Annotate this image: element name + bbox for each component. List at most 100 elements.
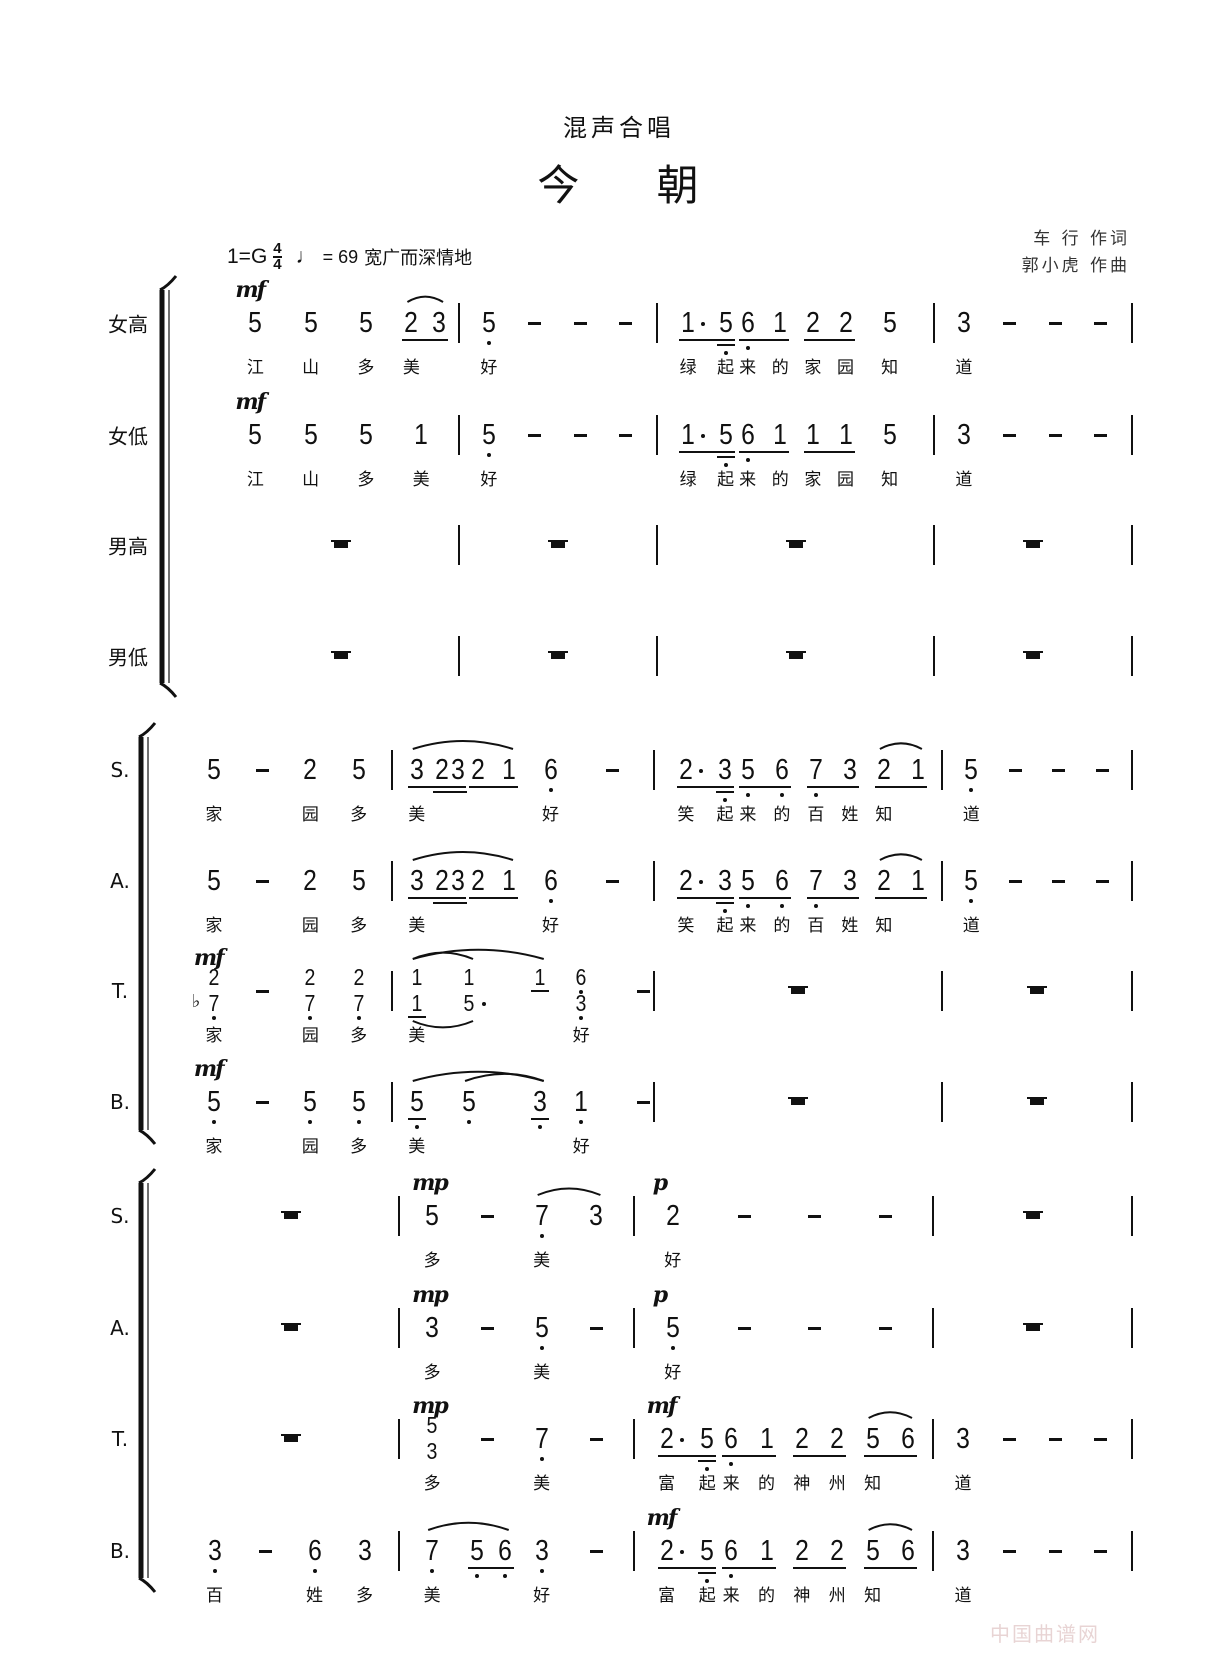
lyric-char: 道 [962, 916, 980, 936]
barline [656, 303, 658, 343]
whole-measure-rest [548, 540, 568, 548]
double-underline-beam [716, 456, 735, 458]
duration-dash [573, 322, 587, 325]
score-subtitle: 混声合唱 [563, 114, 675, 142]
lyric-char: 百 [807, 916, 825, 936]
slur [412, 740, 514, 750]
barline [458, 415, 460, 455]
note-digit: 6 [724, 1423, 738, 1455]
barline [941, 1082, 943, 1122]
note-digit: 6 [775, 754, 789, 786]
augmentation-dot [698, 880, 703, 884]
note-digit: 7 [534, 1423, 549, 1455]
note-digit: 5 [303, 307, 318, 339]
note-digit: 1 [911, 865, 925, 897]
underline-beam [738, 451, 790, 453]
note-digit: 7 [534, 1200, 549, 1232]
note-digit: 5 [409, 1086, 424, 1118]
barline [656, 415, 658, 455]
note-digit: 3 [718, 754, 732, 786]
lower-octave-dot [539, 1569, 544, 1573]
note-digit: 3 [409, 754, 424, 786]
barline [653, 750, 655, 790]
note-digit: 3 [589, 1200, 604, 1232]
note-digit: 2 [353, 964, 365, 990]
note-digit: 7 [208, 990, 220, 1016]
lower-octave-dot [705, 1467, 710, 1471]
barline [398, 1419, 400, 1459]
double-underline-beam [698, 1460, 717, 1462]
note-digit: 7 [304, 990, 316, 1016]
whole-measure-rest [1023, 651, 1043, 659]
note-digit: 5 [665, 1312, 680, 1344]
lyric-char: 道 [954, 1586, 972, 1606]
note-digit: 5 [700, 1423, 715, 1455]
slur-below [412, 1020, 474, 1029]
augmentation-dot [482, 1002, 487, 1006]
lyric-char: 园 [301, 805, 319, 825]
lower-octave-dot [813, 904, 818, 908]
note-digit: 5 [964, 865, 979, 897]
note-digit: 2 [678, 865, 693, 897]
dynamic-mark: mp [412, 1282, 449, 1308]
lower-octave-dot [729, 1574, 734, 1578]
meter-top: 4 [273, 240, 282, 258]
note-digit: 2 [665, 1200, 680, 1232]
lyric-char: 起 [716, 805, 734, 825]
lyric-char: 多 [357, 470, 375, 490]
underline-beam [874, 897, 927, 899]
note-digit: 2 [303, 865, 318, 897]
barline [653, 861, 655, 901]
note-digit: 5 [248, 307, 263, 339]
barline [932, 1419, 934, 1459]
note-digit: 3 [450, 865, 465, 897]
duration-dash [1002, 1438, 1016, 1441]
voice-label: B. [109, 1090, 131, 1114]
note-digit: 5 [865, 1423, 880, 1455]
note-digit: 7 [809, 865, 823, 897]
note-digit: 3 [432, 307, 446, 339]
duration-dash [1048, 1550, 1062, 1553]
duration-dash [256, 880, 270, 883]
lyric-char: 好 [480, 470, 498, 490]
lower-octave-dot [969, 899, 974, 903]
barline [1131, 636, 1133, 676]
barline [458, 303, 460, 343]
duration-dash [480, 1438, 494, 1441]
note-digit: 6 [901, 1535, 915, 1567]
lyric-char: 园 [837, 358, 855, 378]
lyric-char: 多 [350, 1137, 368, 1157]
note-digit: 1 [773, 419, 788, 451]
lower-octave-dot [312, 1569, 317, 1573]
duration-dash [606, 769, 620, 772]
lyric-char: 美 [533, 1251, 551, 1271]
lyric-char: 美 [533, 1363, 551, 1383]
lyric-char: 来 [739, 358, 757, 378]
bracket-top-hook [159, 275, 178, 292]
note-digit: 5 [534, 1312, 549, 1344]
duration-dash [1048, 322, 1062, 325]
lyric-char: 起 [698, 1474, 716, 1494]
note-digit: 2 [795, 1423, 809, 1455]
note-digit: 3 [956, 1423, 970, 1455]
lyric-char: 州 [828, 1474, 846, 1494]
duration-dash [590, 1327, 604, 1330]
duration-dash [636, 1101, 650, 1104]
duration-dash [619, 434, 633, 437]
dynamic-mark: mf [193, 1056, 225, 1082]
underline-beam [722, 1567, 776, 1569]
whole-measure-rest [548, 651, 568, 659]
barline [391, 1082, 393, 1122]
note-digit: 5 [741, 754, 755, 786]
note-digit: 5 [700, 1535, 715, 1567]
note-digit: 7 [809, 754, 823, 786]
duration-dash [480, 1327, 494, 1330]
lyric-char: 神 [793, 1474, 811, 1494]
lyric-char: 好 [572, 1026, 590, 1046]
barline [1131, 1196, 1133, 1236]
note-digit: 1 [759, 1423, 774, 1455]
lyric-char: 家 [205, 1026, 223, 1046]
note-digit: 2 [678, 754, 693, 786]
voice-label: 女高 [108, 312, 148, 337]
